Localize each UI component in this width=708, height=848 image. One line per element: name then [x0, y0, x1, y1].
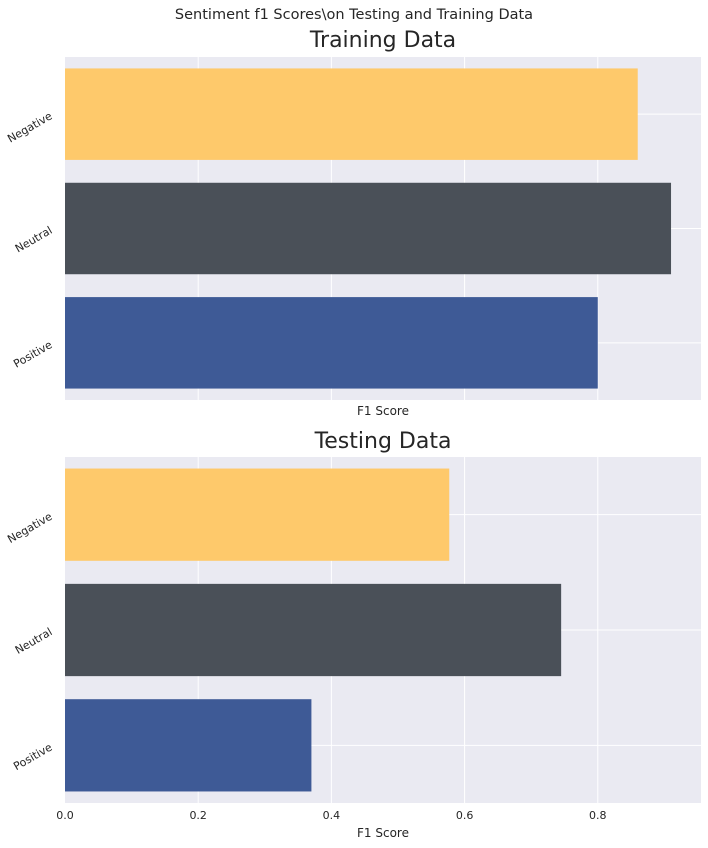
x-tick-label: 0.2	[189, 809, 207, 822]
x-tick-label: 0.4	[323, 809, 341, 822]
subplot-title: Testing Data	[314, 429, 452, 454]
category-label-neutral: Neutral	[13, 625, 55, 657]
category-label-positive: Positive	[11, 741, 54, 774]
x-axis-label: F1 Score	[357, 826, 409, 840]
x-tick-label: 0.0	[56, 809, 74, 822]
bar-positive	[65, 699, 312, 792]
bar-negative	[65, 468, 450, 561]
category-label-negative: Negative	[5, 510, 54, 546]
category-label-neutral: Neutral	[13, 224, 55, 256]
subplot-testing: Negative Neutral Positive 0.0 0.2 0.4 0.6 0.8 Te…	[5, 429, 701, 840]
category-label-negative: Negative	[5, 109, 54, 145]
x-tick-label: 0.8	[589, 809, 607, 822]
category-label-positive: Positive	[11, 338, 54, 371]
bar-neutral	[65, 583, 562, 677]
bar-negative	[65, 68, 638, 160]
subplot-training: Negative Neutral Positive Training Data F1 S…	[5, 28, 701, 418]
subplot-title: Training Data	[309, 28, 456, 53]
x-tick-label: 0.6	[456, 809, 474, 822]
x-axis-label: F1 Score	[357, 404, 409, 418]
bar-positive	[65, 297, 598, 389]
bar-neutral	[65, 182, 672, 275]
figure-suptitle: Sentiment f1 Scores\on Testing and Train…	[175, 7, 533, 23]
